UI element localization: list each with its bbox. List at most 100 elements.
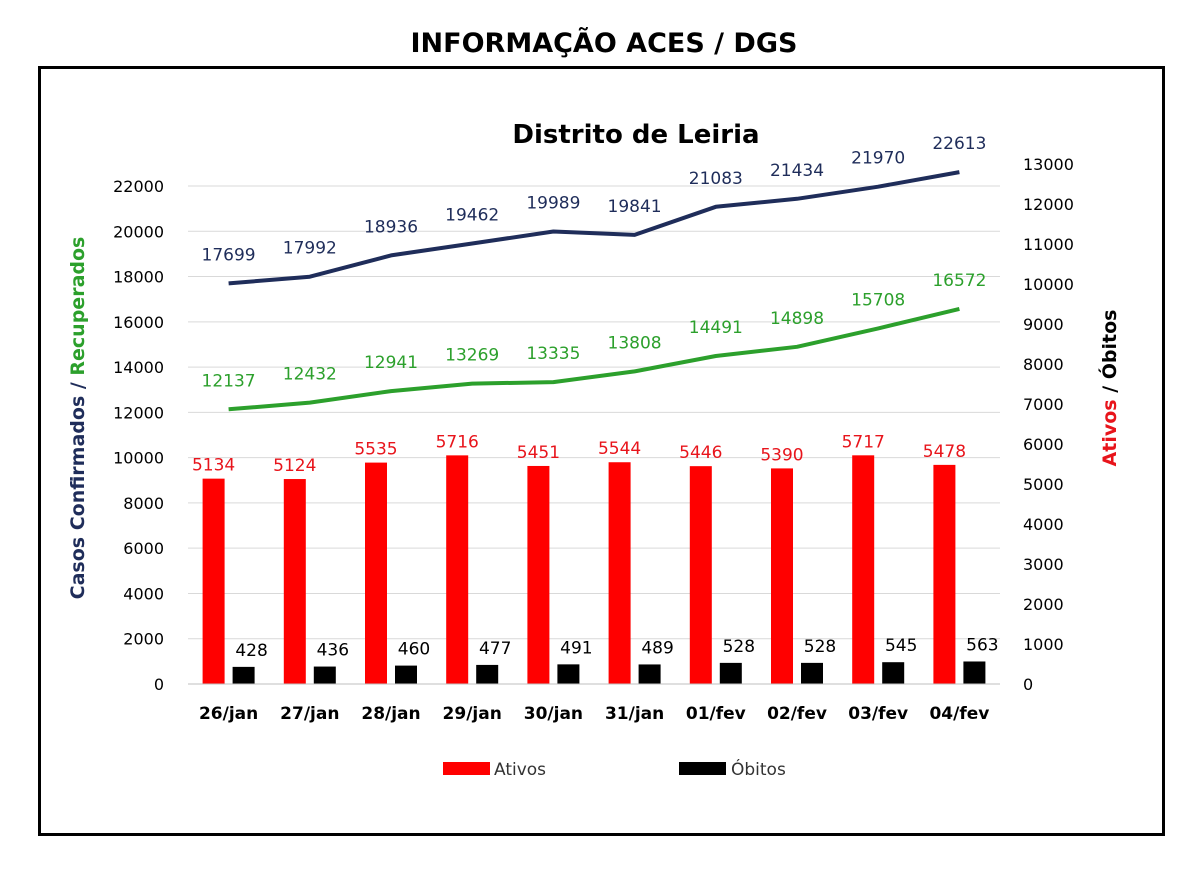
data-label-ativos: 5124 xyxy=(273,456,316,476)
line-recuperados-label: 13269 xyxy=(445,346,499,366)
y-tick-right: 5000 xyxy=(1023,475,1064,494)
y-tick-left: 20000 xyxy=(113,222,164,241)
line-recuperados-label: 14491 xyxy=(689,318,743,338)
data-label-ativos: 5544 xyxy=(598,439,641,459)
bar-ativos xyxy=(202,478,225,684)
y-tick-right: 1000 xyxy=(1023,635,1064,654)
line-confirmados-label: 19989 xyxy=(526,194,580,214)
chart-frame xyxy=(38,66,1165,836)
data-label-ativos: 5717 xyxy=(842,432,885,452)
legend-swatch-obitos xyxy=(679,762,726,775)
bar-ativos xyxy=(283,479,306,684)
x-tick-label: 28/jan xyxy=(361,704,420,724)
y-axis-left-label: Casos Confirmados / Recuperados xyxy=(67,237,89,600)
y-tick-right: 0 xyxy=(1023,675,1033,694)
legend-label-ativos: Ativos xyxy=(494,760,546,780)
data-label-ativos: 5134 xyxy=(192,456,235,476)
y-tick-left: 8000 xyxy=(123,494,164,513)
y-tick-right: 7000 xyxy=(1023,395,1064,414)
data-label-obitos: 436 xyxy=(317,641,349,661)
y-tick-right: 6000 xyxy=(1023,435,1064,454)
y-tick-right: 4000 xyxy=(1023,515,1064,534)
bar-ativos xyxy=(365,462,387,684)
bars-group xyxy=(202,455,986,684)
data-label-obitos: 491 xyxy=(560,638,592,658)
data-label-ativos: 5451 xyxy=(517,443,560,463)
bar-obitos xyxy=(719,662,742,684)
bar-obitos xyxy=(801,662,823,684)
bar-obitos xyxy=(232,666,255,684)
line-recuperados-label: 12137 xyxy=(202,371,256,391)
y-axis-right-label-part1: Ativos xyxy=(1099,399,1121,466)
line-confirmados-label: 21083 xyxy=(689,169,743,189)
line-recuperados-label: 15708 xyxy=(851,290,905,310)
page-title: INFORMAÇÃO ACES / DGS xyxy=(410,28,798,59)
y-tick-right: 12000 xyxy=(1023,195,1074,214)
data-label-ativos: 5478 xyxy=(923,442,966,462)
bar-obitos xyxy=(557,664,580,684)
data-label-obitos: 545 xyxy=(885,636,917,656)
bar-obitos xyxy=(476,664,499,684)
data-label-obitos: 460 xyxy=(398,640,430,660)
data-label-ativos: 5535 xyxy=(354,440,397,460)
y-tick-right: 9000 xyxy=(1023,315,1064,334)
data-label-ativos: 5446 xyxy=(679,443,722,463)
x-tick-label: 31/jan xyxy=(605,704,664,724)
y-tick-right: 13000 xyxy=(1023,155,1074,174)
data-label-obitos: 428 xyxy=(235,641,267,661)
line-confirmados-label: 17992 xyxy=(283,239,337,259)
bar-obitos xyxy=(313,666,336,684)
y-tick-right: 10000 xyxy=(1023,275,1074,294)
y-tick-left: 14000 xyxy=(113,358,164,377)
x-tick-label: 04/fev xyxy=(929,704,989,724)
line-confirmados-label: 19841 xyxy=(608,197,662,217)
y-tick-right: 2000 xyxy=(1023,595,1064,614)
data-label-obitos: 489 xyxy=(641,638,673,658)
line-recuperados xyxy=(228,306,960,412)
line-recuperados-label: 12432 xyxy=(283,365,337,385)
line-confirmados xyxy=(228,170,960,286)
legend-swatch-ativos xyxy=(443,762,490,775)
line-confirmados-label: 21970 xyxy=(851,149,905,169)
chart-title: Distrito de Leiria xyxy=(512,120,759,150)
line-recuperados-label: 13335 xyxy=(526,344,580,364)
bar-ativos xyxy=(852,455,875,684)
y-tick-left: 12000 xyxy=(113,403,164,422)
line-recuperados-label: 14898 xyxy=(770,309,824,329)
y-tick-left: 16000 xyxy=(113,313,164,332)
x-tick-label: 02/fev xyxy=(767,704,827,724)
line-confirmados-label: 21434 xyxy=(770,161,824,181)
data-label-ativos: 5716 xyxy=(436,432,479,452)
data-label-obitos: 477 xyxy=(479,639,511,659)
bar-ativos xyxy=(446,455,469,684)
y-axis-left-label-part1: Casos Confirmados / xyxy=(67,376,89,600)
bar-ativos xyxy=(771,468,793,684)
line-confirmados-label: 19462 xyxy=(445,205,499,225)
data-label-obitos: 528 xyxy=(723,637,755,657)
bar-ativos xyxy=(608,462,631,684)
bar-ativos xyxy=(933,464,956,684)
line-recuperados-label: 16572 xyxy=(932,271,986,291)
data-label-ativos: 5390 xyxy=(760,445,803,465)
x-tick-label: 26/jan xyxy=(199,704,258,724)
bar-obitos xyxy=(963,661,986,684)
legend: Ativos Óbitos xyxy=(443,758,786,780)
line-confirmados-label: 18936 xyxy=(364,217,418,237)
y-axis-left-label-part2: Recuperados xyxy=(67,237,89,376)
line-confirmados-label: 17699 xyxy=(202,245,256,265)
data-labels-group: 5134 5124 5535 5716 5451 5544 5446 5390 5717 5478… xyxy=(192,134,999,661)
x-tick-label: 29/jan xyxy=(443,704,502,724)
x-tick-label: 03/fev xyxy=(848,704,908,724)
lines-group xyxy=(228,170,960,412)
data-label-obitos: 528 xyxy=(804,637,836,657)
x-tick-label: 27/jan xyxy=(280,704,339,724)
y-axis-right-label: Ativos / Óbitos xyxy=(1097,310,1121,467)
bar-ativos xyxy=(527,465,550,684)
line-recuperados-label: 12941 xyxy=(364,353,418,373)
y-tick-left: 4000 xyxy=(123,584,164,603)
legend-label-obitos: Óbitos xyxy=(731,758,786,780)
y-tick-left: 22000 xyxy=(113,177,164,196)
line-confirmados-label: 22613 xyxy=(932,134,986,154)
y-tick-right: 8000 xyxy=(1023,355,1064,374)
